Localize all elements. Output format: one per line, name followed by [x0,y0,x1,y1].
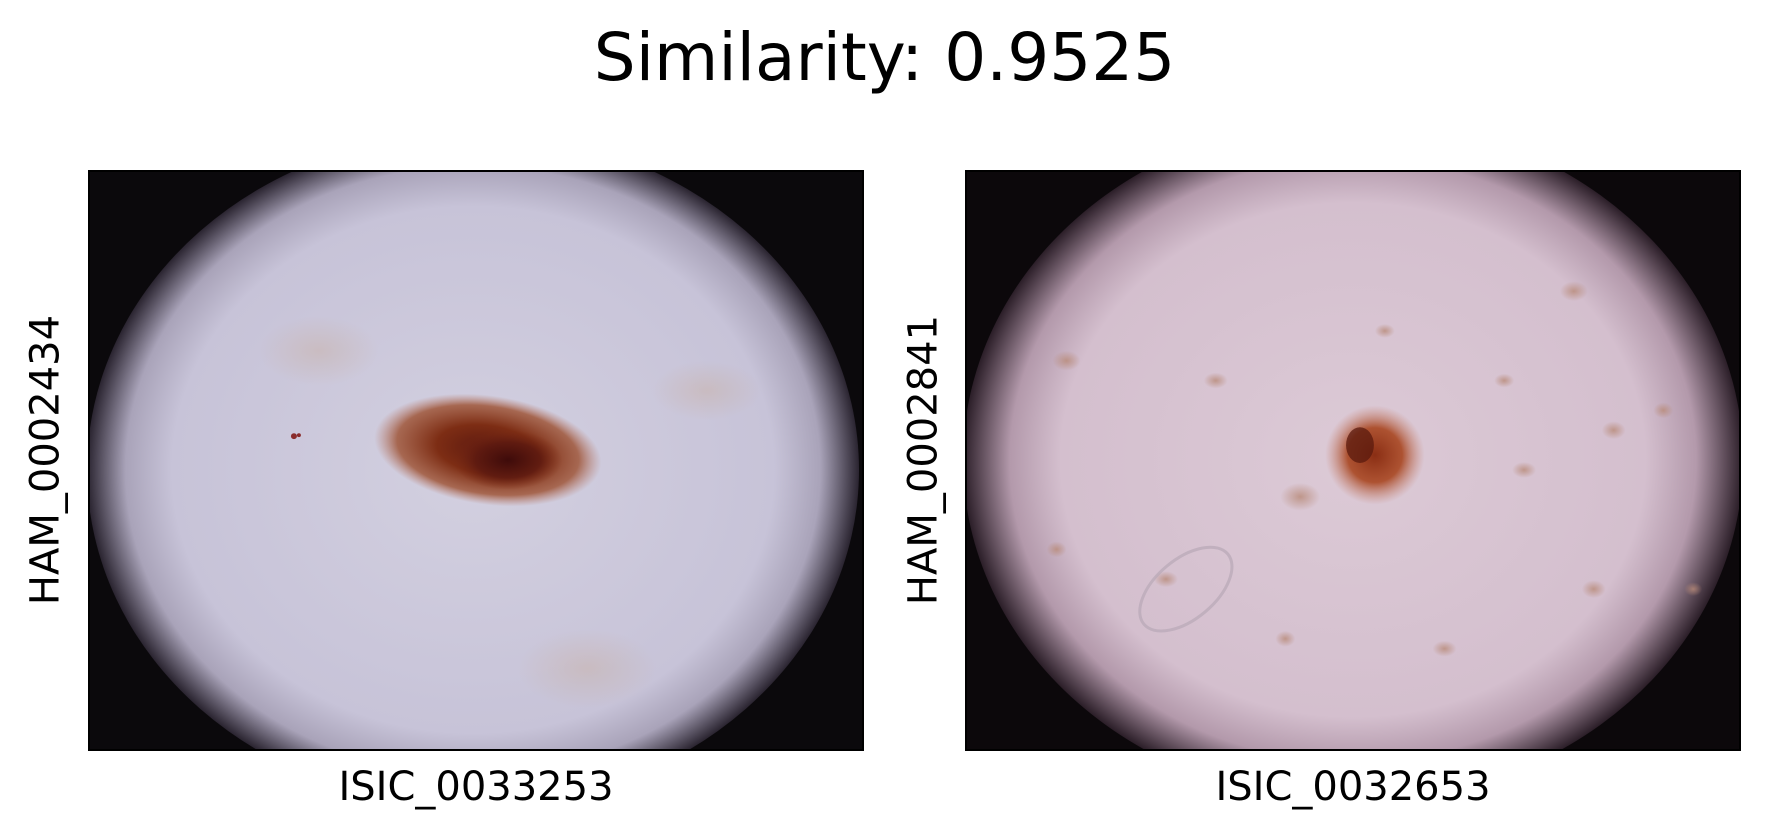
dermoscopy-image-right [965,170,1741,751]
xlabel-right: ISIC_0032653 [1215,764,1491,810]
dermoscopy-image-left [88,170,864,751]
dermoscopy-render-left [90,172,862,749]
dermoscopy-render-right [967,172,1739,749]
ylabel-left: HAM_0002434 [22,314,69,606]
figure-title: Similarity: 0.9525 [593,19,1176,96]
xlabel-left: ISIC_0033253 [338,764,614,810]
ylabel-right: HAM_0002841 [900,314,947,606]
